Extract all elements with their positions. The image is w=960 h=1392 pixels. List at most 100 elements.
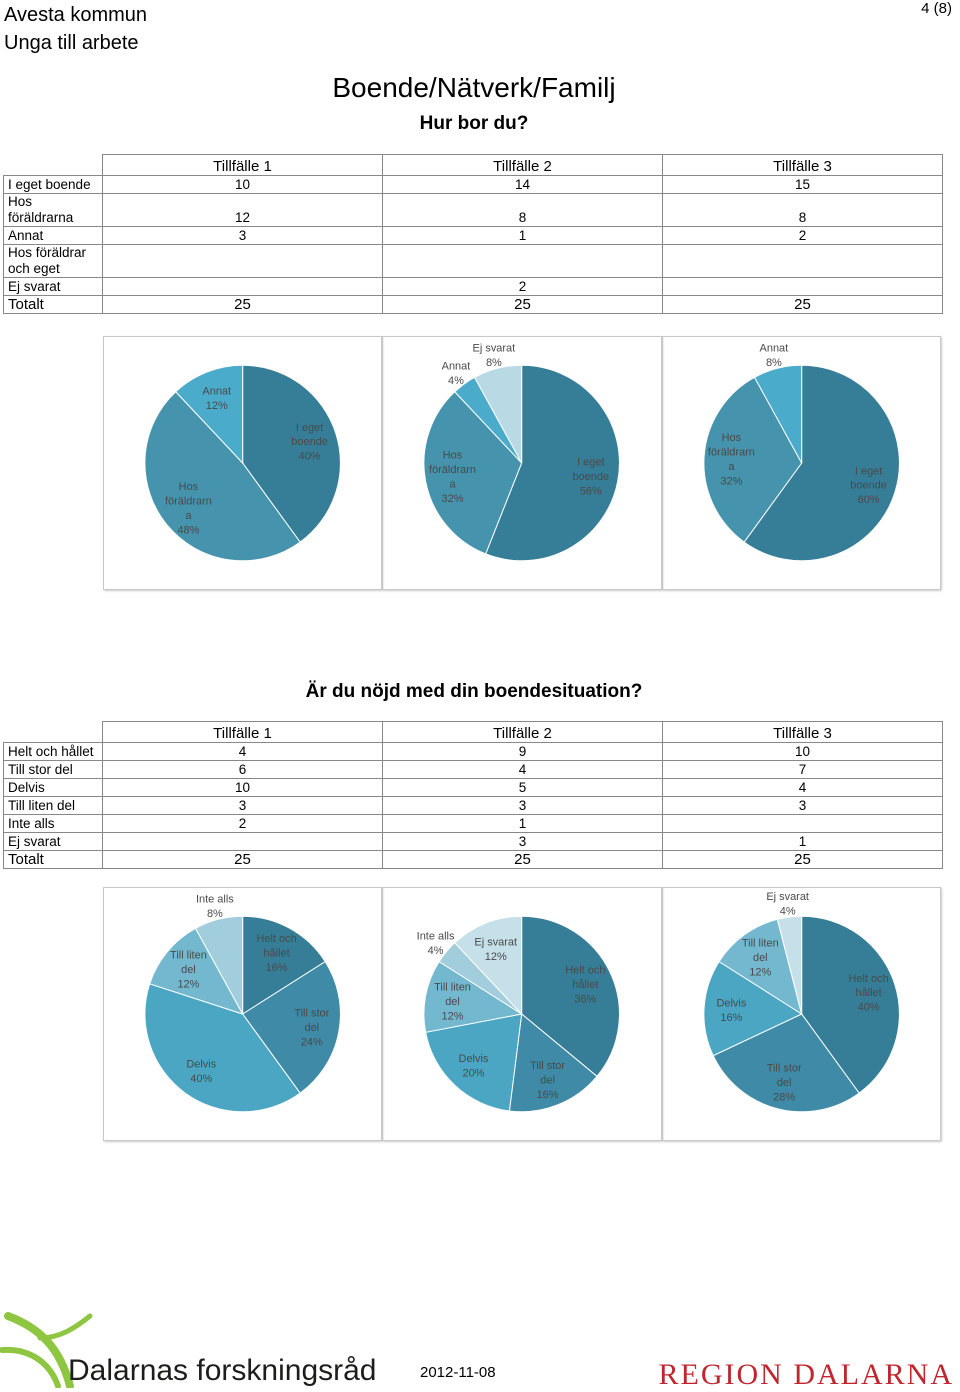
table-cell: 3 [662, 796, 943, 815]
row-label: Delvis [3, 778, 103, 797]
column-header: Tillfälle 3 [662, 721, 943, 743]
table-cell: 25 [662, 850, 943, 869]
table-cell: 1 [662, 832, 943, 851]
table-row: Helt och hållet 4 9 10 [3, 742, 943, 761]
table-cell: 2 [102, 814, 383, 833]
chart-1: I eget boende 40% Hos föräldrarn a 48% Annat 12% [103, 336, 383, 590]
chart-2: I eget boende 56% Hos föräldrarn a 32% Annat 4% E… [382, 336, 662, 590]
pie-chart-2: I eget boende 56% Hos föräldrarn a 32% Annat 4%E… [423, 343, 621, 562]
table-cell: 25 [382, 850, 663, 869]
table-cell: 4 [102, 742, 383, 761]
pie-slice [242, 364, 341, 543]
pie-label: Till stor del 16% [530, 1060, 565, 1101]
question-1: Hur bor du? [419, 113, 529, 134]
table-cell: 10 [102, 175, 383, 194]
table-row: I eget boende 10 14 15 [3, 175, 943, 194]
pie-label: Annat 4% [442, 360, 471, 386]
pie-slice [425, 1013, 523, 1112]
table-row: Hos föräldrar och eget [3, 244, 943, 278]
pie-slice [712, 1013, 860, 1113]
page-number: 4 (8) [921, 0, 952, 17]
pie-slice [718, 918, 803, 1016]
row-label: Hos föräldrar och eget [3, 244, 103, 278]
pie-slice [521, 915, 621, 1078]
pie-label: I eget boende 40% [291, 422, 328, 463]
chart-4: Helt och hållet 16% Till stor del 24% Delvis 40… [103, 887, 383, 1141]
pie-label: Annat 8% [759, 343, 788, 369]
pie-slice [144, 983, 301, 1113]
table-cell: 3 [102, 796, 383, 815]
pie-label: Helt och hållet 40% [848, 973, 888, 1014]
row-label: Ej svarat [3, 832, 103, 851]
table-cell: 8 [382, 193, 663, 227]
table-cell: 10 [102, 778, 383, 797]
pie-slice [703, 376, 802, 543]
housing-charts: I eget boende 40% Hos föräldrarn a 48% Annat 12%… [103, 336, 941, 590]
pie-slice [149, 927, 244, 1015]
column-header: Tillfälle 2 [382, 154, 663, 176]
row-label: Hos föräldrarna [3, 193, 103, 227]
row-label: Totalt [3, 295, 103, 314]
table-cell: 3 [382, 796, 663, 815]
chart-5: Helt och hållet 36% Till stor del 16% Delvis 20… [382, 887, 662, 1141]
pie-label: I eget boende 60% [850, 465, 887, 506]
section-title: Boende/Nätverk/Familj [332, 72, 616, 103]
table-row: Ej svarat 2 [3, 277, 943, 296]
column-header: Tillfälle 3 [662, 154, 943, 176]
pie-slice [242, 915, 326, 1015]
pie-slice [194, 915, 244, 1015]
satisfaction-table: Tillfälle 1 Tillfälle 2 Tillfälle 3 Helt oc… [3, 721, 943, 869]
pie-chart-5: Helt och hållet 36% Till stor del 16% Delvis 20… [417, 915, 621, 1113]
column-header: Tillfälle 1 [102, 154, 383, 176]
table-row: Inte alls 2 1 [3, 814, 943, 833]
pie-label: Inte alls 4% [417, 931, 455, 957]
pie-label: Hos föräldrarn a 32% [429, 449, 476, 504]
pie-label: Annat 12% [202, 385, 231, 411]
pie-chart-1: I eget boende 40% Hos föräldrarn a 48% Annat 12% [144, 364, 341, 562]
table-cell: 4 [382, 760, 663, 779]
pie-label: Ej svarat 8% [473, 343, 516, 369]
pie-slice [743, 364, 900, 562]
table-row: Annat 3 1 2 [3, 226, 943, 245]
chart-6: Helt och hållet 40% Till stor del 28% Delvis 16… [661, 887, 941, 1141]
pie-label: Hos föräldrarn a 48% [165, 481, 212, 536]
pie-slice [753, 364, 802, 464]
pie-label: Till liten del 12% [742, 938, 779, 979]
row-label: I eget boende [3, 175, 103, 194]
region-dalarna-logo: REGION DALARNA [658, 1358, 954, 1391]
pie-label: Inte alls 8% [196, 894, 234, 920]
footer-date: 2012-11-08 [420, 1364, 496, 1381]
pie-slice [423, 391, 523, 555]
table-cell: 3 [102, 226, 383, 245]
pie-label: Hos föräldrarn a 32% [708, 432, 755, 487]
table-row: Till stor del 6 4 7 [3, 760, 943, 779]
header-blank [3, 721, 103, 743]
table-cell [102, 244, 383, 278]
pie-slice [175, 364, 244, 465]
pie-chart-4: Helt och hållet 16% Till stor del 24% Delvis 40… [144, 894, 341, 1113]
org-name: Avesta kommun [4, 4, 148, 26]
pie-slice [241, 960, 341, 1094]
pie-label: Till liten del 12% [434, 981, 471, 1022]
pie-label: Till liten del 12% [170, 950, 207, 991]
table-cell: 1 [382, 226, 663, 245]
pie-label: Till stor del 28% [766, 1063, 801, 1104]
table-cell: 7 [662, 760, 943, 779]
satisfaction-charts: Helt och hållet 16% Till stor del 24% Delvis 40… [103, 887, 941, 1141]
table-cell [662, 277, 943, 296]
table-cell: 25 [382, 295, 663, 314]
table-cell: 25 [662, 295, 943, 314]
pie-slice [144, 391, 301, 562]
logo-text: Dalarnas forskningsråd [68, 1354, 376, 1387]
pie-slice [800, 915, 900, 1094]
table-cell: 8 [662, 193, 943, 227]
row-label: Inte alls [3, 814, 103, 833]
question-2: Är du nöjd med din boendesituation? [305, 681, 643, 702]
chart-3: I eget boende 60% Hos föräldrarn a 32% Annat 8% [661, 336, 941, 590]
table-cell [662, 814, 943, 833]
pie-label: Ej svarat 4% [766, 891, 809, 917]
pie-slice [703, 960, 803, 1057]
pie-label: I eget boende 56% [573, 457, 610, 498]
table-cell: 2 [382, 277, 663, 296]
